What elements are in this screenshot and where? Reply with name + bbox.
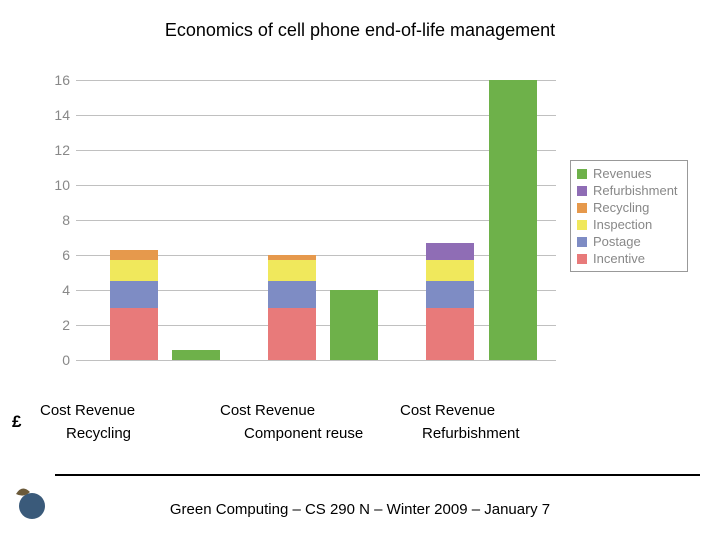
x-group-label: Component reuse <box>244 425 422 442</box>
x-pair-label: Cost Revenue <box>400 402 580 419</box>
y-tick-label: 2 <box>30 317 70 333</box>
bar-segment-postage <box>110 281 158 307</box>
chart: Revenues Refurbishment Recycling Inspection… <box>30 80 690 390</box>
bar-segment-revenues <box>172 350 220 361</box>
bar <box>330 290 378 360</box>
bar-segment-inspection <box>268 260 316 281</box>
legend: Revenues Refurbishment Recycling Inspection… <box>570 160 688 272</box>
y-tick-label: 8 <box>30 212 70 228</box>
x-pair-label: Cost Revenue <box>220 402 400 419</box>
legend-label: Revenues <box>593 166 652 181</box>
bar <box>172 350 220 361</box>
gridline <box>76 185 556 186</box>
gridline <box>76 115 556 116</box>
legend-swatch-icon <box>577 237 587 247</box>
y-tick-label: 4 <box>30 282 70 298</box>
bar-segment-recycling <box>110 250 158 261</box>
bar-segment-incentive <box>110 308 158 361</box>
legend-swatch-icon <box>577 254 587 264</box>
bar <box>110 250 158 360</box>
divider <box>55 474 700 476</box>
y-tick-label: 0 <box>30 352 70 368</box>
footer-text: Green Computing – CS 290 N – Winter 2009… <box>0 501 720 518</box>
legend-label: Postage <box>593 234 641 249</box>
x-axis-labels: Cost RevenueCost RevenueCost Revenue Rec… <box>40 402 600 442</box>
legend-label: Recycling <box>593 200 649 215</box>
y-tick-label: 12 <box>30 142 70 158</box>
y-tick-label: 16 <box>30 72 70 88</box>
bar-segment-inspection <box>110 260 158 281</box>
bar-segment-postage <box>268 281 316 307</box>
gridline <box>76 150 556 151</box>
x-group-label: Refurbishment <box>422 425 600 442</box>
legend-item-inspection: Inspection <box>577 216 681 233</box>
plot-area <box>76 80 556 360</box>
bar <box>489 80 537 360</box>
legend-label: Refurbishment <box>593 183 678 198</box>
legend-swatch-icon <box>577 169 587 179</box>
y-tick-label: 10 <box>30 177 70 193</box>
bar <box>268 255 316 360</box>
bar-segment-incentive <box>268 308 316 361</box>
legend-swatch-icon <box>577 186 587 196</box>
legend-item-postage: Postage <box>577 233 681 250</box>
y-tick-label: 14 <box>30 107 70 123</box>
bar-segment-inspection <box>426 260 474 281</box>
bar-segment-postage <box>426 281 474 307</box>
legend-item-incentive: Incentive <box>577 250 681 267</box>
legend-swatch-icon <box>577 203 587 213</box>
bar <box>426 243 474 360</box>
currency-label: £ <box>12 412 21 432</box>
y-tick-label: 6 <box>30 247 70 263</box>
x-group-label: Recycling <box>66 425 244 442</box>
legend-item-recycling: Recycling <box>577 199 681 216</box>
bar-segment-refurbishment <box>426 243 474 261</box>
gridline <box>76 360 556 361</box>
bar-segment-revenues <box>489 80 537 360</box>
legend-label: Incentive <box>593 251 645 266</box>
gridline <box>76 80 556 81</box>
bar-segment-incentive <box>426 308 474 361</box>
x-pair-label: Cost Revenue <box>40 402 220 419</box>
slide-title: Economics of cell phone end-of-life mana… <box>0 0 720 41</box>
legend-swatch-icon <box>577 220 587 230</box>
legend-item-refurbishment: Refurbishment <box>577 182 681 199</box>
bar-segment-revenues <box>330 290 378 360</box>
legend-label: Inspection <box>593 217 652 232</box>
gridline <box>76 220 556 221</box>
legend-item-revenues: Revenues <box>577 165 681 182</box>
